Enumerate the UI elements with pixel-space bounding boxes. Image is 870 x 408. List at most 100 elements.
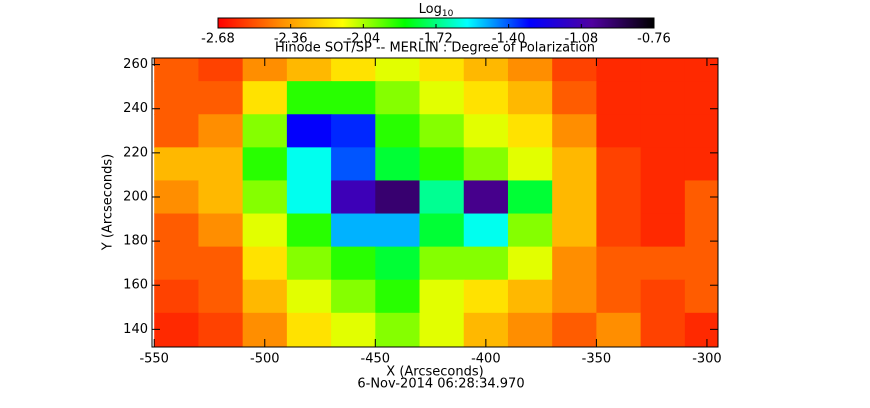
y-axis-label: Y (Arcseconds): [101, 154, 116, 251]
heat-cell: [331, 279, 376, 314]
colorbar-tick-label: -1.72: [419, 32, 453, 47]
heat-cell: [552, 147, 597, 182]
heat-cell: [463, 246, 509, 281]
heat-cell: [552, 312, 597, 347]
plot-frame: [151, 57, 719, 348]
colorbar-tick-label: -1.40: [492, 32, 526, 47]
heat-cell: [552, 213, 597, 248]
heat-cell: [419, 312, 465, 347]
y-tick-label: 160: [123, 278, 148, 293]
y-tick-label: 140: [123, 322, 148, 337]
heat-cell: [640, 279, 686, 314]
y-tick-label: 200: [123, 189, 148, 204]
heat-cell: [507, 81, 553, 115]
heat-cell: [375, 279, 421, 314]
y-tick-label: 240: [123, 101, 148, 116]
x-tick-label: -550: [139, 352, 169, 367]
heat-cell: [242, 147, 288, 182]
heat-cell: [640, 180, 686, 215]
heat-cell: [596, 114, 642, 148]
heat-cell: [463, 81, 509, 115]
heat-cell: [331, 114, 376, 148]
heat-cell: [640, 213, 686, 248]
heat-cell: [286, 81, 332, 115]
heat-cell: [640, 58, 686, 82]
heat-cell: [154, 58, 200, 82]
heatmap: [154, 58, 718, 347]
heat-cell: [463, 180, 509, 215]
colorbar-tick-label: -2.04: [347, 32, 381, 47]
heat-cell: [242, 180, 288, 215]
heat-cell: [684, 81, 718, 115]
heat-cell: [596, 246, 642, 281]
heat-cell: [198, 180, 244, 215]
y-tick-label: 180: [123, 234, 148, 249]
heat-cell: [242, 81, 288, 115]
heat-cell: [463, 58, 509, 82]
colorbar-label: Log10: [419, 2, 454, 19]
colorbar-tick-label: -2.36: [274, 32, 308, 47]
heat-cell: [154, 147, 200, 182]
heat-cell: [640, 312, 686, 347]
heat-cell: [286, 58, 332, 82]
heat-cell: [198, 58, 244, 82]
heat-cell: [419, 180, 465, 215]
heat-cell: [375, 81, 421, 115]
heat-cell: [198, 81, 244, 115]
heat-cell: [684, 213, 718, 248]
heat-cell: [198, 213, 244, 248]
heat-cell: [242, 246, 288, 281]
heat-cell: [596, 58, 642, 82]
x-tick-label: -500: [250, 352, 280, 367]
heat-cell: [684, 180, 718, 215]
heat-cell: [596, 312, 642, 347]
heat-cell: [596, 180, 642, 215]
heat-cell: [596, 213, 642, 248]
heat-cell: [198, 246, 244, 281]
heat-cell: [596, 147, 642, 182]
heat-cell: [154, 180, 200, 215]
heat-cell: [419, 58, 465, 82]
heat-cell: [154, 213, 200, 248]
heat-cell: [198, 312, 244, 347]
heat-cell: [419, 81, 465, 115]
heat-cell: [552, 114, 597, 148]
x-tick-label: -400: [471, 352, 501, 367]
heat-cell: [331, 213, 376, 248]
heat-cell: [640, 114, 686, 148]
heat-cell: [242, 279, 288, 314]
heat-cell: [463, 213, 509, 248]
heat-cell: [375, 180, 421, 215]
heat-cell: [375, 147, 421, 182]
heat-cell: [331, 180, 376, 215]
colorbar-tick-label: -2.68: [201, 32, 235, 47]
heat-cell: [640, 147, 686, 182]
heat-cell: [419, 279, 465, 314]
heat-cell: [419, 147, 465, 182]
heat-cell: [154, 246, 200, 281]
heat-cell: [684, 279, 718, 314]
heat-cell: [331, 81, 376, 115]
heat-cell: [154, 114, 200, 148]
heat-cell: [463, 114, 509, 148]
heat-cell: [286, 114, 332, 148]
heat-cell: [507, 312, 553, 347]
heat-cell: [596, 279, 642, 314]
x-tick-label: -300: [692, 352, 722, 367]
heat-cell: [242, 58, 288, 82]
heat-cell: [507, 180, 553, 215]
heat-cell: [552, 81, 597, 115]
heat-cell: [375, 312, 421, 347]
heat-cell: [684, 147, 718, 182]
heat-cell: [507, 58, 553, 82]
heat-cell: [154, 81, 200, 115]
heat-cell: [552, 246, 597, 281]
heat-cell: [154, 279, 200, 314]
heat-cell: [286, 213, 332, 248]
heat-cell: [684, 114, 718, 148]
x-tick-label: -350: [582, 352, 612, 367]
heat-cell: [552, 58, 597, 82]
heat-cell: [419, 246, 465, 281]
heat-cell: [640, 246, 686, 281]
